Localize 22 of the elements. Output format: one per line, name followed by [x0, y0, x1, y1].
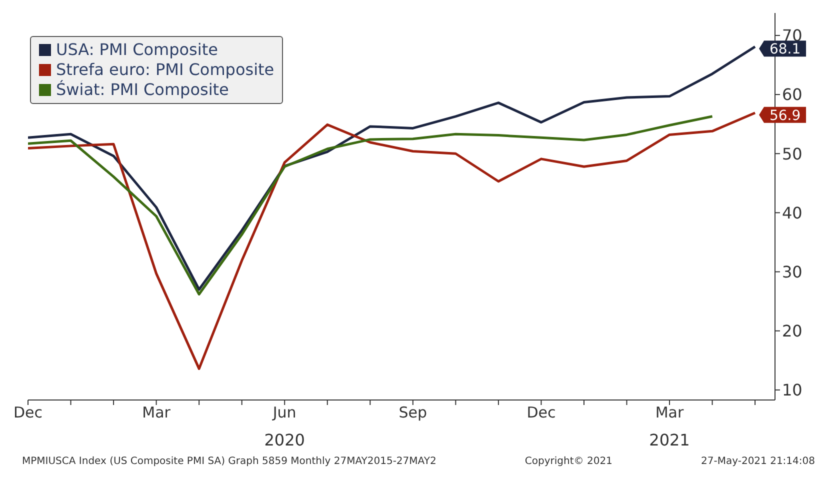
x-tick-label: Mar: [655, 404, 684, 422]
y-tick-label: 50: [782, 144, 802, 164]
y-tick-label: 30: [782, 262, 802, 282]
x2-tick-label: 2020: [264, 430, 305, 450]
x-tick-label: Jun: [272, 404, 296, 422]
text: MPMIUSCA Index (US Composite PMI SA) Graph 5859 Monthly 27MAY2015-27MAY2: [22, 456, 436, 467]
y-tick-label: 40: [782, 203, 802, 222]
x-tick-label: Sep: [398, 404, 428, 422]
data-label: 68.1: [769, 42, 801, 58]
text: 27-May-2021 21:14:08: [701, 456, 815, 467]
y-tick-label: 10: [782, 380, 802, 400]
x-tick-label: Mar: [142, 404, 172, 422]
text: Copyright© 2021: [524, 456, 612, 467]
legend-label: Strefa euro: PMI Composite: [56, 60, 274, 80]
x-tick-label: Dec: [13, 404, 43, 422]
legend-label: Świat: PMI Composite: [56, 80, 229, 100]
data-label: 56.9: [769, 108, 801, 124]
y-tick-label: 20: [782, 322, 802, 341]
x-tick-label: Dec: [526, 404, 556, 422]
y-tick-label: 60: [782, 85, 802, 104]
legend-label: USA: PMI Composite: [56, 40, 218, 60]
x2-tick-label: 2021: [649, 430, 690, 450]
